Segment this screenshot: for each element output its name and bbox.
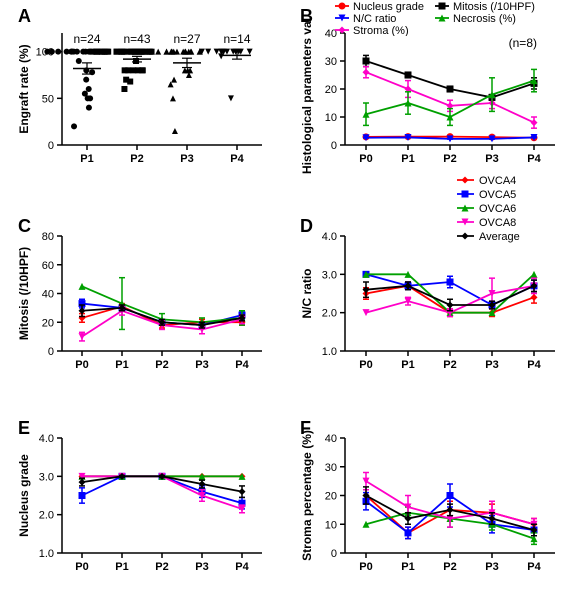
svg-text:OVCA4: OVCA4 <box>479 175 516 187</box>
svg-text:P1: P1 <box>401 359 414 371</box>
svg-text:20: 20 <box>42 317 54 329</box>
svg-text:0: 0 <box>331 140 337 152</box>
svg-text:60: 60 <box>42 260 54 272</box>
svg-text:Histological parameters value: Histological parameters value <box>300 18 314 174</box>
svg-text:P0: P0 <box>359 153 372 165</box>
svg-text:P1: P1 <box>115 359 128 371</box>
svg-text:20: 20 <box>325 491 337 503</box>
panelA: 050100P1P2P3P4Engraft rate (%)n=24n=43n=… <box>10 18 270 168</box>
svg-text:n=43: n=43 <box>123 32 150 46</box>
svg-text:P2: P2 <box>443 359 456 371</box>
svg-text:30: 30 <box>325 462 337 474</box>
svg-text:P3: P3 <box>485 153 498 165</box>
svg-text:40: 40 <box>325 433 337 445</box>
svg-text:P4: P4 <box>230 153 244 165</box>
svg-text:P2: P2 <box>155 561 168 573</box>
svg-text:P3: P3 <box>195 561 208 573</box>
svg-text:30: 30 <box>325 56 337 68</box>
svg-text:0: 0 <box>331 548 337 560</box>
panelD: 1.0 2.0 3.0 4.0 P0 P1 P2 P3 P4 N/C ratio <box>290 228 562 378</box>
svg-text:P2: P2 <box>130 153 143 165</box>
svg-text:1.0: 1.0 <box>39 548 54 560</box>
svg-text:40: 40 <box>42 289 54 301</box>
svg-text:N/C ratio: N/C ratio <box>353 13 396 25</box>
svg-text:P4: P4 <box>527 561 541 573</box>
svg-text:P4: P4 <box>235 561 249 573</box>
svg-text:Engraft rate (%): Engraft rate (%) <box>17 44 31 133</box>
svg-text:OVCA6: OVCA6 <box>479 203 516 215</box>
svg-text:P3: P3 <box>195 359 208 371</box>
svg-text:3.0: 3.0 <box>39 471 54 483</box>
svg-text:P2: P2 <box>443 561 456 573</box>
svg-text:P4: P4 <box>527 359 541 371</box>
svg-text:P4: P4 <box>527 153 541 165</box>
svg-text:0: 0 <box>48 346 54 358</box>
svg-text:P0: P0 <box>359 359 372 371</box>
svg-text:P2: P2 <box>155 359 168 371</box>
panelC: 0 20 40 60 80 P0 P1 P2 P3 P4 Mitosis (/10HPF) <box>10 228 270 378</box>
svg-text:n=24: n=24 <box>73 32 100 46</box>
svg-text:20: 20 <box>325 84 337 96</box>
svg-text:P1: P1 <box>115 561 128 573</box>
svg-text:2.0: 2.0 <box>39 510 54 522</box>
panelF: 0 10 20 30 40 P0 P1 P2 P3 P4 Stroma percentage (%) <box>290 430 562 580</box>
svg-text:Mitosis (/10HPF): Mitosis (/10HPF) <box>17 247 31 340</box>
svg-text:Mitosis (/10HPF): Mitosis (/10HPF) <box>453 1 535 13</box>
svg-text:Nucleus grade: Nucleus grade <box>353 1 424 13</box>
svg-text:Stroma percentage (%): Stroma percentage (%) <box>300 430 314 561</box>
svg-text:Necrosis (%): Necrosis (%) <box>453 13 516 25</box>
svg-text:4.0: 4.0 <box>322 231 337 243</box>
svg-text:10: 10 <box>325 112 337 124</box>
svg-text:50: 50 <box>42 93 54 105</box>
svg-text:P0: P0 <box>75 359 88 371</box>
svg-text:P3: P3 <box>485 561 498 573</box>
svg-text:P3: P3 <box>485 359 498 371</box>
svg-text:P2: P2 <box>443 153 456 165</box>
panelB-legend2: Nucleus grade Mitosis (/10HPF) N/C ratio Ne… <box>290 0 562 36</box>
svg-text:P3: P3 <box>180 153 193 165</box>
svg-text:P1: P1 <box>401 561 414 573</box>
figure: A B C D E F 050100P1P2P3P4Engraft rate (… <box>0 0 567 616</box>
svg-text:0: 0 <box>48 140 54 152</box>
panelE: 1.0 2.0 3.0 4.0 P0 P1 P2 P3 P4 Nucleus grade <box>10 430 270 580</box>
svg-text:N/C ratio: N/C ratio <box>300 268 314 318</box>
svg-text:80: 80 <box>42 231 54 243</box>
panelB: 010203040P0P1P2P3P4Histological paramete… <box>290 18 562 176</box>
svg-text:P0: P0 <box>75 561 88 573</box>
svg-text:4.0: 4.0 <box>39 433 54 445</box>
svg-text:n=27: n=27 <box>173 32 200 46</box>
svg-text:P1: P1 <box>80 153 93 165</box>
svg-text:n=14: n=14 <box>223 32 250 46</box>
svg-text:P1: P1 <box>401 153 414 165</box>
svg-text:Stroma (%): Stroma (%) <box>353 25 409 36</box>
svg-text:P0: P0 <box>359 561 372 573</box>
svg-text:3.0: 3.0 <box>322 269 337 281</box>
svg-text:10: 10 <box>325 519 337 531</box>
svg-text:Nucleus grade: Nucleus grade <box>17 454 31 537</box>
svg-text:P4: P4 <box>235 359 249 371</box>
svg-text:2.0: 2.0 <box>322 308 337 320</box>
svg-text:OVCA5: OVCA5 <box>479 189 516 201</box>
svg-text:(n=8): (n=8) <box>509 36 537 50</box>
svg-text:1.0: 1.0 <box>322 346 337 358</box>
